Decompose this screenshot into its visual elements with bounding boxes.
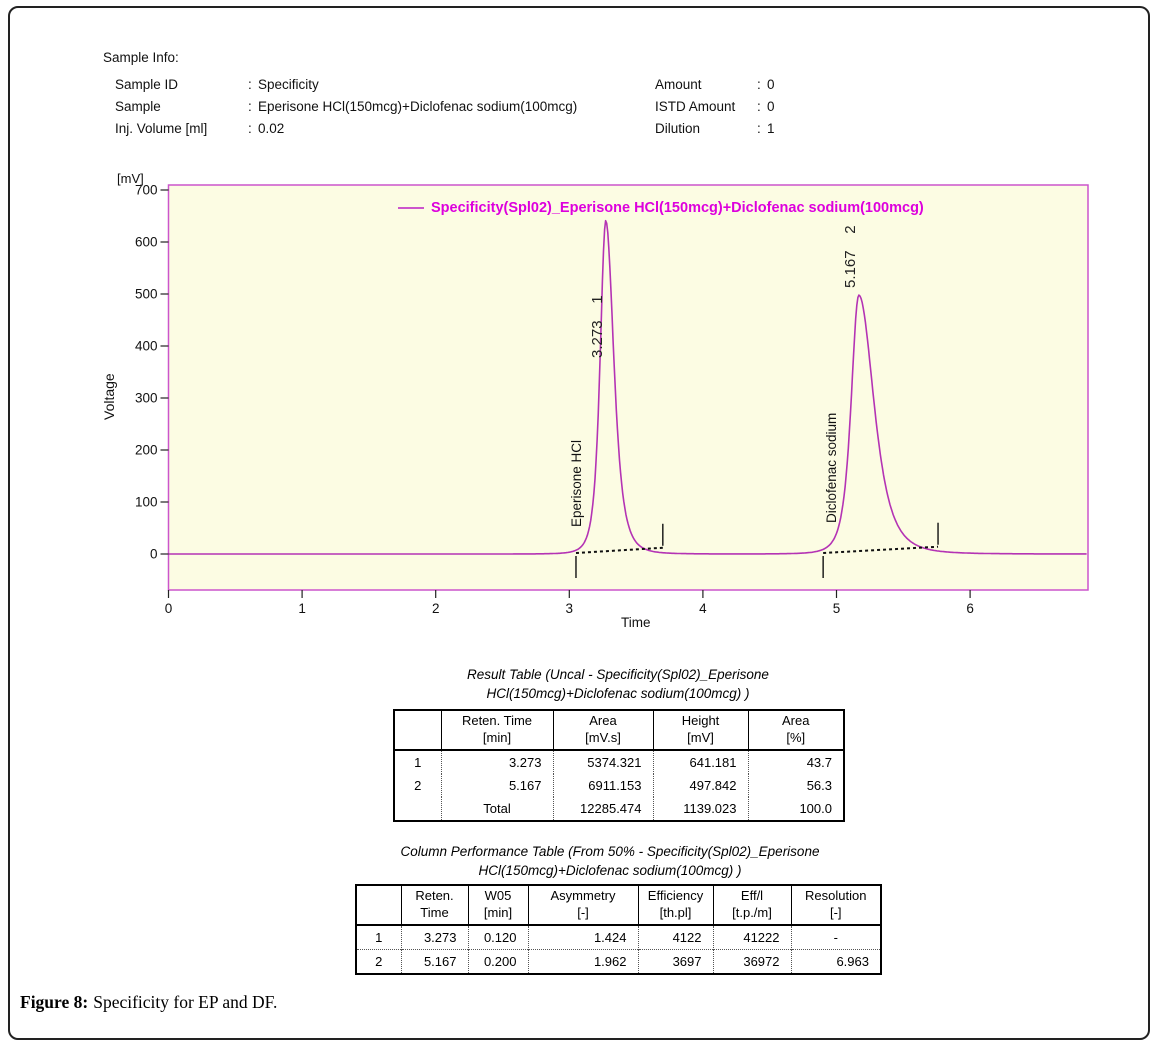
field-separator: : (757, 99, 761, 114)
table-cell: 497.842 (652, 773, 748, 797)
table-cell: 100.0 (747, 796, 844, 821)
column-header: Reten. Time (400, 885, 468, 926)
field-separator: : (248, 121, 252, 136)
table-cell: 56.3 (747, 773, 844, 797)
column-header (394, 710, 441, 751)
column-header (356, 885, 401, 926)
table-cell: 641.181 (652, 749, 748, 774)
field-value: 0.02 (258, 121, 285, 136)
column-header: Eff/l [t.p./m] (712, 885, 791, 926)
performance-table-title: Column Performance Table (From 50% - Spe… (320, 843, 900, 881)
result-table-title-line1: Result Table (Uncal - Specificity(Spl02)… (467, 667, 769, 682)
field-label: Dilution (655, 121, 701, 136)
result-table-title: Result Table (Uncal - Specificity(Spl02)… (350, 666, 886, 704)
istd-amount-row: ISTD Amount:0 (655, 99, 775, 114)
legend-line-swatch (398, 207, 424, 209)
column-header: Height [mV] (652, 710, 748, 751)
performance-table: Reten. Time W05 [min] Asymmetry [-] Efficiency… (355, 884, 882, 975)
table-row: 2 5.167 6911.153 497.842 56.3 (394, 773, 844, 797)
table-cell: 5.167 (440, 773, 553, 797)
sample-id-row: Sample ID: Specificity (115, 77, 319, 92)
table-cell: 5.167 (400, 948, 468, 974)
column-header: Reten. Time [min] (440, 710, 553, 751)
table-cell: 1 (414, 754, 422, 770)
field-value: 0 (767, 77, 775, 92)
table-cell: 1 (375, 929, 383, 945)
table-cell: 3697 (637, 948, 713, 974)
table-cell: 41222 (712, 924, 791, 950)
table-row: Total 12285.474 1139.023 100.0 (394, 796, 844, 821)
result-table-title-line2: HCl(150mcg)+Diclofenac sodium(100mcg) ) (486, 685, 750, 701)
table-cell: 5374.321 (552, 749, 653, 774)
table-cell: 3.273 (400, 924, 468, 950)
table-row: 2 5.167 0.200 1.962 3697 36972 6.963 (356, 948, 881, 974)
table-cell: 6911.153 (552, 773, 653, 797)
field-value: Eperisone HCl(150mcg)+Diclofenac sodium(… (258, 99, 578, 114)
table-cell: 6.963 (790, 948, 881, 974)
table-cell (394, 797, 441, 821)
table-cell: 3.273 (440, 749, 553, 774)
table-cell: 12285.474 (552, 796, 653, 821)
field-separator: : (757, 77, 761, 92)
column-header: Efficiency [th.pl] (637, 885, 713, 926)
performance-table-title-line1: Column Performance Table (From 50% - Spe… (400, 844, 820, 859)
figure-caption-prefix: Figure 8: (20, 992, 89, 1012)
table-cell: 1139.023 (652, 796, 748, 821)
column-header: Resolution [-] (790, 885, 881, 926)
figure-caption: Figure 8: Specificity for EP and DF. (20, 992, 277, 1013)
legend-label: Specificity(Spl02)_Eperisone HCl(150mcg)… (431, 200, 924, 216)
column-header: Asymmetry [-] (527, 885, 638, 926)
column-header: Area [%] (747, 710, 844, 751)
column-header: W05 [min] (467, 885, 528, 926)
dilution-row: Dilution:1 (655, 121, 775, 136)
performance-table-title-line2: HCl(150mcg)+Diclofenac sodium(100mcg) ) (478, 862, 742, 878)
table-cell: 1.962 (527, 948, 638, 974)
field-value: 1 (767, 121, 775, 136)
amount-row: Amount:0 (655, 77, 775, 92)
field-label: Sample (115, 99, 161, 114)
field-label: Amount (655, 77, 702, 92)
figure-caption-text: Specificity for EP and DF. (93, 992, 278, 1012)
table-cell: - (790, 924, 881, 950)
chart-legend: Specificity(Spl02)_Eperisone HCl(150mcg)… (398, 200, 924, 216)
y-axis-unit-label: [mV] (117, 171, 144, 186)
table-cell: 43.7 (747, 749, 844, 774)
table-cell: 2 (414, 777, 422, 793)
column-header: Area [mV.s] (552, 710, 653, 751)
sample-row: Sample: Eperisone HCl(150mcg)+Diclofenac … (115, 99, 577, 114)
field-separator: : (248, 99, 252, 114)
result-table: Reten. Time [min] Area [mV.s] Height [mV] Area… (393, 709, 845, 822)
table-cell: 0.120 (467, 924, 528, 950)
field-value: 0 (767, 99, 775, 114)
table-row: 1 3.273 5374.321 641.181 43.7 (394, 749, 844, 774)
sample-info-heading: Sample Info: (103, 50, 179, 65)
table-cell: 36972 (712, 948, 791, 974)
field-separator: : (248, 77, 252, 92)
table-cell: 0.200 (467, 948, 528, 974)
x-axis-title: Time (621, 615, 651, 630)
table-row: 1 3.273 0.120 1.424 4122 41222- (356, 924, 881, 950)
table-cell: 4122 (637, 924, 713, 950)
field-label: ISTD Amount (655, 99, 736, 114)
field-label: Sample ID (115, 77, 179, 92)
table-cell: Total (440, 796, 553, 821)
field-separator: : (757, 121, 761, 136)
inj-volume-row: Inj. Volume [ml]:0.02 (115, 121, 284, 136)
field-label: Inj. Volume [ml] (115, 121, 208, 136)
table-cell: 2 (356, 948, 401, 974)
y-axis-title: Voltage (101, 373, 117, 420)
table-cell: 1.424 (527, 924, 638, 950)
field-value: Specificity (258, 77, 319, 92)
